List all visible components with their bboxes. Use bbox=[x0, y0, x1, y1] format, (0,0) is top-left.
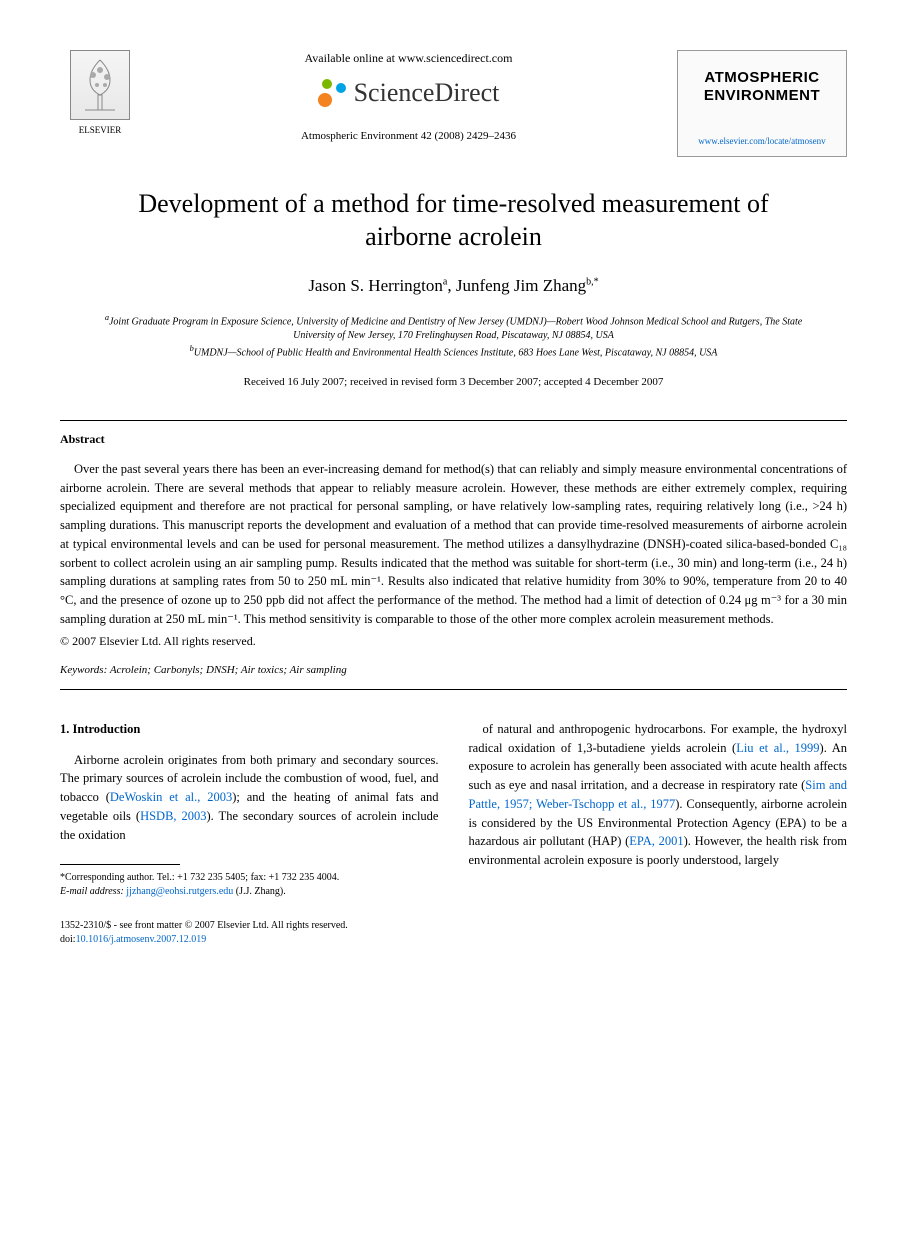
sciencedirect-icon bbox=[318, 79, 346, 107]
left-col-text: Airborne acrolein originates from both p… bbox=[60, 751, 439, 845]
keywords: Keywords: Acrolein; Carbonyls; DNSH; Air… bbox=[60, 663, 847, 678]
center-header: Available online at www.sciencedirect.co… bbox=[140, 50, 677, 145]
section-heading: 1. Introduction bbox=[60, 720, 439, 739]
right-col-text: of natural and anthropogenic hydrocarbon… bbox=[469, 720, 848, 870]
rule-bottom bbox=[60, 689, 847, 690]
affiliations: aJoint Graduate Program in Exposure Scie… bbox=[90, 312, 817, 361]
doi[interactable]: 10.1016/j.atmosenv.2007.12.019 bbox=[76, 934, 207, 945]
keywords-text: Acrolein; Carbonyls; DNSH; Air toxics; A… bbox=[110, 664, 347, 676]
authors: Jason S. Herringtona, Junfeng Jim Zhangb… bbox=[60, 274, 847, 298]
abstract-text: Over the past several years there has be… bbox=[60, 460, 847, 629]
footer: 1352-2310/$ - see front matter © 2007 El… bbox=[60, 919, 847, 947]
corresponding-author: *Corresponding author. Tel.: +1 732 235 … bbox=[60, 871, 439, 885]
front-matter: 1352-2310/$ - see front matter © 2007 El… bbox=[60, 919, 847, 933]
journal-citation: Atmospheric Environment 42 (2008) 2429–2… bbox=[160, 129, 657, 144]
copyright: © 2007 Elsevier Ltd. All rights reserved… bbox=[60, 633, 847, 650]
right-column: of natural and anthropogenic hydrocarbon… bbox=[469, 720, 848, 900]
article-dates: Received 16 July 2007; received in revis… bbox=[60, 375, 847, 390]
affiliation-a: aJoint Graduate Program in Exposure Scie… bbox=[90, 312, 817, 343]
body-columns: 1. Introduction Airborne acrolein origin… bbox=[60, 720, 847, 900]
affiliation-b: bUMDNJ—School of Public Health and Envir… bbox=[90, 343, 817, 360]
journal-box: ATMOSPHERIC ENVIRONMENT www.elsevier.com… bbox=[677, 50, 847, 157]
header-row: ELSEVIER Available online at www.science… bbox=[60, 50, 847, 157]
available-online-text: Available online at www.sciencedirect.co… bbox=[160, 50, 657, 67]
elsevier-label: ELSEVIER bbox=[60, 124, 140, 137]
keywords-label: Keywords: bbox=[60, 664, 107, 676]
article-title: Development of a method for time-resolve… bbox=[100, 187, 807, 255]
email-address[interactable]: jjzhang@eohsi.rutgers.edu bbox=[126, 886, 233, 897]
doi-line: doi:10.1016/j.atmosenv.2007.12.019 bbox=[60, 933, 847, 947]
footnotes: *Corresponding author. Tel.: +1 732 235 … bbox=[60, 871, 439, 899]
elsevier-tree-icon bbox=[70, 50, 130, 120]
journal-name: ATMOSPHERIC ENVIRONMENT bbox=[688, 69, 836, 105]
footnote-rule bbox=[60, 864, 180, 865]
elsevier-logo: ELSEVIER bbox=[60, 50, 140, 137]
doi-label: doi: bbox=[60, 934, 76, 945]
sciencedirect-logo: ScienceDirect bbox=[160, 75, 657, 111]
rule-top bbox=[60, 420, 847, 421]
sciencedirect-text: ScienceDirect bbox=[354, 75, 500, 111]
email-suffix: (J.J. Zhang). bbox=[236, 886, 286, 897]
left-column: 1. Introduction Airborne acrolein origin… bbox=[60, 720, 439, 900]
abstract-label: Abstract bbox=[60, 431, 847, 448]
journal-link[interactable]: www.elsevier.com/locate/atmosenv bbox=[688, 135, 836, 148]
email-line: E-mail address: jjzhang@eohsi.rutgers.ed… bbox=[60, 885, 439, 899]
article-page: ELSEVIER Available online at www.science… bbox=[0, 0, 907, 987]
email-label: E-mail address: bbox=[60, 886, 124, 897]
